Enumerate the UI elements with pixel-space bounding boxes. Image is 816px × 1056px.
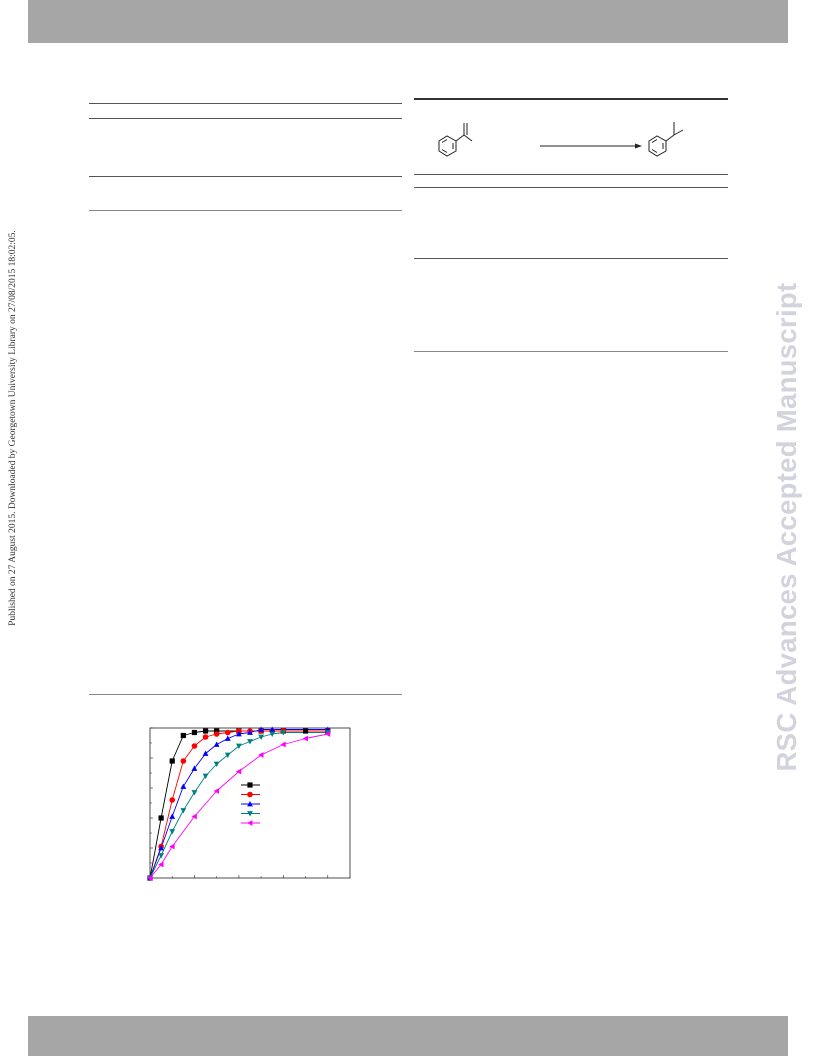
data-point-series-4 <box>235 743 242 749</box>
footer-band <box>28 1016 788 1056</box>
data-point-series-5 <box>302 735 308 742</box>
data-point-series-3 <box>247 729 253 735</box>
data-point-series-1 <box>191 729 198 736</box>
chart-data-points <box>147 726 331 881</box>
fit-curve-5 <box>149 733 328 879</box>
header-band <box>28 0 788 43</box>
data-point-series-5 <box>169 843 175 850</box>
data-point-series-1 <box>214 728 220 734</box>
right-section-divider <box>414 351 728 352</box>
chart-legend <box>241 782 260 826</box>
data-point-series-5 <box>158 861 164 868</box>
fit-curve-4 <box>149 732 328 879</box>
reaction-arrow <box>540 143 642 149</box>
right-table-bottom-rule <box>414 258 728 259</box>
alpha-methylstyrene-structure <box>438 123 473 157</box>
data-point-series-3 <box>269 726 276 732</box>
data-point-series-2 <box>191 743 198 749</box>
data-point-series-2 <box>236 728 242 734</box>
data-point-series-4 <box>158 853 165 859</box>
left-section-divider <box>89 210 402 211</box>
chart-fit-curves <box>149 729 328 879</box>
data-point-series-3 <box>235 731 242 737</box>
legend-marker-1 <box>247 782 253 788</box>
right-table-top-rule <box>414 98 728 100</box>
data-point-series-3 <box>258 726 265 732</box>
data-point-series-5 <box>213 788 220 794</box>
legend-marker-5 <box>247 820 253 826</box>
accepted-manuscript-watermark: RSC Advances Accepted Manuscript <box>771 282 802 772</box>
data-point-series-4 <box>224 752 231 758</box>
data-point-series-5 <box>324 731 331 737</box>
data-point-series-1 <box>169 758 175 764</box>
left-table-top-rule <box>89 103 402 104</box>
kinetics-chart <box>147 726 351 881</box>
left-table-header-rule <box>89 118 402 119</box>
data-point-series-1 <box>302 728 309 734</box>
data-point-series-5 <box>235 768 242 775</box>
data-point-series-3 <box>224 735 231 741</box>
legend-marker-2 <box>247 791 253 798</box>
data-point-series-3 <box>202 750 209 756</box>
data-point-series-3 <box>169 813 176 819</box>
data-point-series-4 <box>258 734 265 740</box>
data-point-series-5 <box>280 741 286 748</box>
reaction-scheme <box>438 122 684 157</box>
left-figure-divider <box>89 694 402 695</box>
data-point-series-4 <box>202 773 209 779</box>
data-point-series-2 <box>180 758 187 764</box>
data-point-series-1 <box>202 728 209 734</box>
data-point-series-2 <box>202 734 209 740</box>
data-point-series-4 <box>269 731 276 737</box>
legend-marker-3 <box>247 801 253 807</box>
data-point-series-3 <box>213 741 220 747</box>
publication-note: Published on 27 August 2015. Downloaded … <box>8 230 18 626</box>
data-point-series-4 <box>180 808 187 814</box>
cumene-structure <box>648 122 684 157</box>
data-point-series-3 <box>191 765 198 771</box>
left-table-bottom-rule <box>89 176 402 177</box>
data-point-series-4 <box>191 790 198 796</box>
data-point-series-3 <box>180 783 187 789</box>
data-point-series-4 <box>247 739 253 745</box>
right-table-scheme-rule <box>414 174 728 175</box>
legend-marker-4 <box>247 811 253 817</box>
data-point-series-3 <box>158 845 165 851</box>
data-point-series-2 <box>213 731 220 737</box>
data-point-series-2 <box>224 729 231 736</box>
data-point-series-2 <box>169 797 176 803</box>
data-point-series-4 <box>169 829 176 835</box>
data-point-series-5 <box>191 813 197 820</box>
data-point-series-5 <box>147 875 153 881</box>
data-point-series-1 <box>158 815 164 821</box>
data-point-series-4 <box>280 730 287 736</box>
data-point-series-1 <box>180 732 186 739</box>
data-point-series-4 <box>213 761 220 767</box>
data-point-series-5 <box>258 752 264 758</box>
chart-frame <box>149 727 351 879</box>
right-table-header-rule <box>414 187 728 188</box>
